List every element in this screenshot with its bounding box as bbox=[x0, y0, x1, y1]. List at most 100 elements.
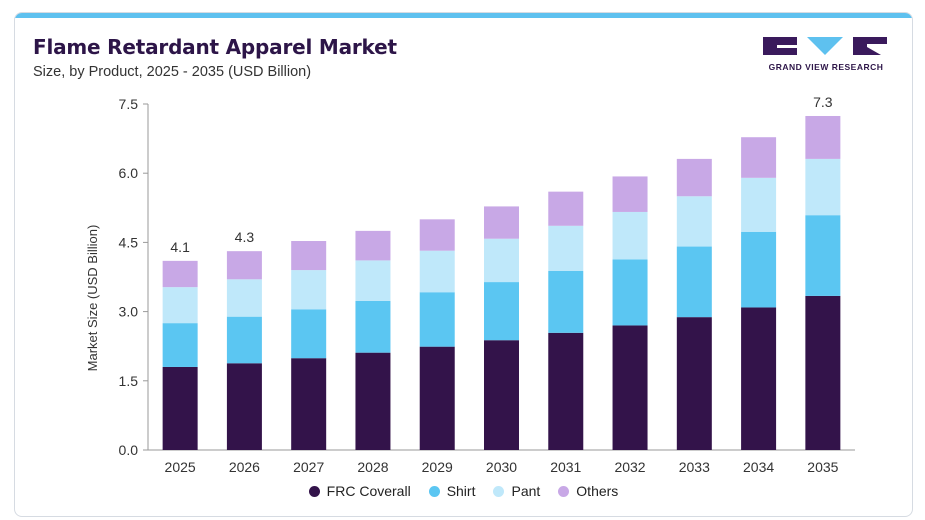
bar-segment bbox=[805, 215, 841, 296]
bar-segment bbox=[548, 332, 584, 450]
bar-group-2029 bbox=[419, 219, 455, 450]
bar-segment bbox=[741, 231, 777, 308]
bar-segment bbox=[291, 270, 327, 310]
x-tick-label: 2034 bbox=[743, 459, 774, 475]
bar-segment bbox=[484, 340, 519, 450]
brand-logo: GRAND VIEW RESEARCH bbox=[763, 35, 893, 77]
bar-segment bbox=[419, 250, 455, 293]
bar-segment bbox=[226, 363, 262, 450]
bar-segment bbox=[226, 316, 262, 364]
bar-segment bbox=[612, 176, 648, 212]
x-tick-label: 2027 bbox=[293, 459, 324, 475]
bar-segment bbox=[805, 115, 841, 159]
stacked-bar-chart: 0.01.53.04.56.07.5 2025 2026 2027 2028 2029 2… bbox=[85, 94, 855, 475]
y-tick-label: 1.5 bbox=[119, 373, 139, 389]
chart-subtitle: Size, by Product, 2025 - 2035 (USD Billi… bbox=[33, 64, 312, 80]
bar-segment bbox=[805, 158, 841, 216]
bar-group-2033 bbox=[676, 158, 712, 450]
bar-segment bbox=[548, 225, 584, 272]
bar-segment bbox=[741, 177, 777, 232]
bar-segment bbox=[291, 241, 327, 271]
bar-segment bbox=[676, 317, 712, 450]
bar-group-2027 bbox=[291, 241, 327, 450]
bar-segment bbox=[612, 259, 648, 326]
bar-segment bbox=[741, 137, 777, 178]
bar-group-2026 bbox=[226, 251, 262, 450]
bar-segment bbox=[419, 219, 455, 251]
legend-swatch bbox=[493, 485, 505, 497]
data-label: 7.3 bbox=[813, 94, 833, 110]
legend-label: Pant bbox=[511, 483, 541, 499]
legend-label: Others bbox=[576, 483, 619, 499]
x-tick-label: 2032 bbox=[614, 459, 645, 475]
y-tick-label: 4.5 bbox=[119, 234, 139, 250]
legend-label: FRC Coverall bbox=[326, 483, 411, 499]
x-tick-label: 2031 bbox=[550, 459, 581, 475]
y-axis: 0.0 1.5 3.0 4.5 6.0 7.5 bbox=[119, 96, 149, 458]
legend-item: FRC Coverall bbox=[308, 483, 411, 499]
bar-segment bbox=[548, 191, 584, 226]
bar-segment bbox=[291, 358, 327, 450]
bar-segment bbox=[676, 246, 712, 318]
legend-swatch bbox=[428, 485, 440, 497]
bar-segment bbox=[162, 260, 198, 288]
y-tick-label: 3.0 bbox=[119, 304, 139, 320]
bar-segment bbox=[162, 366, 198, 450]
bar-group-2028 bbox=[355, 230, 391, 450]
legend-item: Others bbox=[558, 483, 618, 499]
y-tick-label: 6.0 bbox=[119, 165, 139, 181]
x-tick-label: 2033 bbox=[679, 459, 710, 475]
chart-card: Flame Retardant Apparel Market Size, by … bbox=[14, 12, 913, 517]
chart-title: Flame Retardant Apparel Market bbox=[33, 35, 397, 59]
x-tick-label: 2030 bbox=[486, 459, 517, 475]
bar-segment bbox=[612, 211, 648, 260]
bar-segment bbox=[805, 295, 841, 450]
chart-legend: FRC Coverall Shirt Pant Others bbox=[15, 483, 912, 499]
bar-segment bbox=[419, 292, 455, 347]
bar-segment bbox=[676, 158, 712, 197]
bar-segment bbox=[226, 279, 262, 317]
bar-segment bbox=[741, 307, 777, 450]
x-tick-label: 2025 bbox=[165, 459, 196, 475]
bar-segment bbox=[484, 238, 519, 283]
bar-groups bbox=[162, 115, 841, 450]
legend-item: Pant bbox=[493, 483, 540, 499]
bar-segment bbox=[162, 287, 198, 324]
data-label: 4.3 bbox=[235, 229, 255, 245]
x-tick-label: 2029 bbox=[422, 459, 453, 475]
bar-group-2030 bbox=[484, 206, 519, 450]
bar-segment bbox=[355, 352, 391, 450]
bar-segment bbox=[355, 230, 391, 261]
x-axis: 2025 2026 2027 2028 2029 2030 2031 2032 2033 2034… bbox=[148, 449, 855, 475]
bar-group-2034 bbox=[741, 137, 777, 450]
bar-group-2025 bbox=[162, 260, 198, 450]
legend-swatch bbox=[558, 485, 570, 497]
x-tick-label: 2026 bbox=[229, 459, 260, 475]
bar-segment bbox=[419, 346, 455, 450]
bar-segment bbox=[355, 300, 391, 353]
y-tick-label: 7.5 bbox=[119, 96, 139, 112]
logo-text: GRAND VIEW RESEARCH bbox=[768, 62, 884, 72]
bar-segment bbox=[612, 325, 648, 450]
legend-item: Shirt bbox=[428, 483, 476, 499]
y-tick-label: 0.0 bbox=[119, 442, 139, 458]
bar-group-2031 bbox=[548, 191, 584, 450]
bar-group-2032 bbox=[612, 176, 648, 450]
accent-bar bbox=[15, 13, 912, 18]
x-tick-label: 2028 bbox=[357, 459, 388, 475]
legend-swatch bbox=[308, 485, 320, 497]
bar-segment bbox=[676, 196, 712, 247]
bar-group-2035 bbox=[805, 115, 841, 450]
bar-segment bbox=[484, 282, 519, 341]
bar-segment bbox=[162, 323, 198, 367]
bar-segment bbox=[548, 271, 584, 333]
total-labels: 4.1 4.3 7.3 bbox=[170, 94, 832, 255]
y-axis-label: Market Size (USD Billion) bbox=[85, 225, 100, 372]
logo-mark-icon bbox=[763, 37, 887, 55]
data-label: 4.1 bbox=[170, 239, 190, 255]
bar-segment bbox=[484, 206, 519, 239]
bar-segment bbox=[355, 260, 391, 301]
legend-label: Shirt bbox=[446, 483, 476, 499]
x-tick-label: 2035 bbox=[807, 459, 838, 475]
bar-segment bbox=[291, 309, 327, 359]
